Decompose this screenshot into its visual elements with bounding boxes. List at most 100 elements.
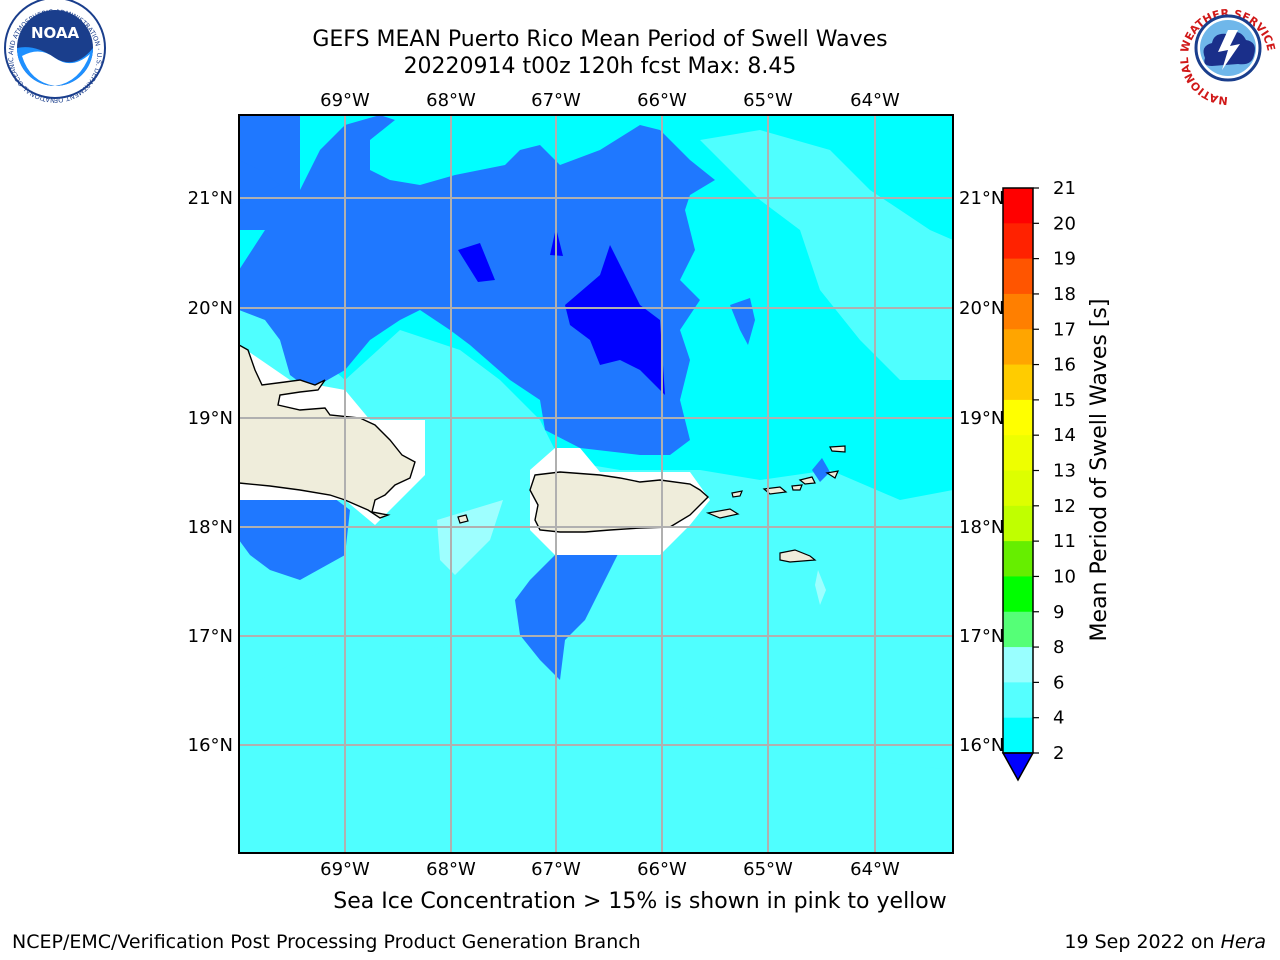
ocean-8-9-band [239,640,953,853]
colorbar-ticks: 21 20 19 18 17 16 15 14 13 12 11 10 9 8 6 4 2 [1033,178,1076,764]
colorbar-segment [1003,329,1033,366]
colorbar-tick-label: 4 [1053,708,1064,729]
lat-tick: 20°N [959,298,1004,319]
lat-tick: 20°N [188,298,233,319]
lat-ticks-left: 21°N 20°N 19°N 18°N 17°N 16°N [188,188,233,756]
colorbar-tick-label: 20 [1053,213,1076,234]
colorbar-segment [1003,188,1033,224]
ocean-4-6-band [239,115,715,455]
colorbar-extend-triangle [1001,752,1035,782]
island [798,476,816,485]
island [779,549,817,563]
lon-tick: 68°W [426,859,476,880]
lon-tick: 65°W [743,859,793,880]
colorbar-tick-label: 19 [1053,249,1076,270]
colorbar-segment [1003,505,1033,542]
colorbar-segment [1003,435,1033,471]
lat-tick: 17°N [188,626,233,647]
lat-tick: 18°N [959,517,1004,538]
ocean-4-6-band [239,495,350,580]
lon-tick: 67°W [531,859,581,880]
island [829,445,846,453]
title-line-1: GEFS MEAN Puerto Rico Mean Period of Swe… [312,27,888,52]
colorbar-segment [1003,647,1033,683]
lat-tick: 19°N [188,408,233,429]
colorbar-segment [1003,258,1033,295]
lat-tick: 19°N [959,408,1004,429]
colorbar-segment [1003,611,1033,648]
colorbar-tick-label: 8 [1053,637,1064,658]
footer-host: Hera [1220,931,1266,953]
graticule [239,115,953,853]
colorbar-segment [1003,470,1033,507]
lon-tick: 69°W [320,90,370,111]
colorbar-tick-label: 10 [1053,566,1076,587]
colorbar-tick-label: 18 [1053,284,1076,305]
colorbar-tick-label: 15 [1053,390,1076,411]
ocean-9-10-patch [437,500,503,575]
lon-ticks-bottom: 69°W 68°W 67°W 66°W 65°W 64°W [320,859,900,880]
lon-tick: 66°W [637,859,687,880]
lon-tick: 66°W [637,90,687,111]
island [705,508,740,519]
ocean-4-6-band [730,298,755,345]
sea-ice-caption: Sea Ice Concentration > 15% is shown in … [333,889,947,914]
lat-tick: 16°N [188,735,233,756]
nws-logo: NATIONAL WEATHER SERVICE [1178,0,1278,107]
footer-date: 19 Sep 2022 on Hera [1064,931,1266,953]
lat-tick: 16°N [959,735,1004,756]
colorbar-tick-label: 21 [1053,178,1076,199]
colorbar-segment [1003,541,1033,577]
colorbar-segment [1003,576,1033,613]
island [731,490,743,498]
noaa-text: NOAA [31,24,80,42]
colorbar: 21 20 19 18 17 16 15 14 13 12 11 10 9 8 6 4 2 Mean Perio… [1001,178,1112,782]
ocean-9-10-patch [815,570,826,605]
ocean-4-6-band [515,550,620,680]
map-frame [238,114,954,854]
lat-tick: 18°N [188,517,233,538]
title-line-2: 20220914 t00z 120h fcst Max: 8.45 [403,54,797,79]
ocean-2-4-core [458,243,495,282]
lat-tick: 21°N [188,188,233,209]
lon-tick: 64°W [850,90,900,111]
colorbar-segment [1003,364,1033,401]
colorbar-label: Mean Period of Swell Waves [s] [1087,299,1112,642]
puerto-rico-land [529,471,710,533]
footer-date-text: 19 Sep 2022 on [1064,931,1221,953]
lon-ticks-top: 69°W 68°W 67°W 66°W 65°W 64°W [320,90,900,111]
colorbar-segments [1003,188,1033,754]
colorbar-tick-label: 6 [1053,672,1064,693]
colorbar-segment [1003,682,1033,719]
footer-credit: NCEP/EMC/Verification Post Processing Pr… [12,931,641,953]
colorbar-segment [1003,399,1033,436]
colorbar-tick-label: 12 [1053,496,1076,517]
island [791,484,803,491]
ocean-4-6-band [239,160,280,205]
colorbar-tick-label: 9 [1053,602,1064,623]
ocean-8-9-band [700,130,953,380]
lat-tick: 17°N [959,626,1004,647]
hispaniola-land [239,344,416,519]
island [825,470,839,479]
island [457,514,469,524]
colorbar-tick-label: 11 [1053,531,1076,552]
colorbar-segment [1003,717,1033,754]
swell-period-map [239,115,953,853]
lon-tick: 64°W [850,859,900,880]
lon-tick: 69°W [320,859,370,880]
noaa-logo: NATIONAL OCEANIC AND ATMOSPHERIC ADMINIS… [0,0,106,104]
colorbar-tick-label: 16 [1053,355,1076,376]
colorbar-tick-label: 13 [1053,461,1076,482]
lat-ticks-right: 21°N 20°N 19°N 18°N 17°N 16°N [959,188,1004,756]
ocean-2-4-core [565,245,665,395]
colorbar-tick-label: 17 [1053,319,1076,340]
lon-tick: 67°W [531,90,581,111]
colorbar-tick-label: 2 [1053,743,1064,764]
lon-tick: 68°W [426,90,476,111]
lat-tick: 21°N [959,188,1004,209]
lon-tick: 65°W [743,90,793,111]
colorbar-tick-label: 14 [1053,425,1076,446]
ocean-4-6-band [812,458,830,482]
